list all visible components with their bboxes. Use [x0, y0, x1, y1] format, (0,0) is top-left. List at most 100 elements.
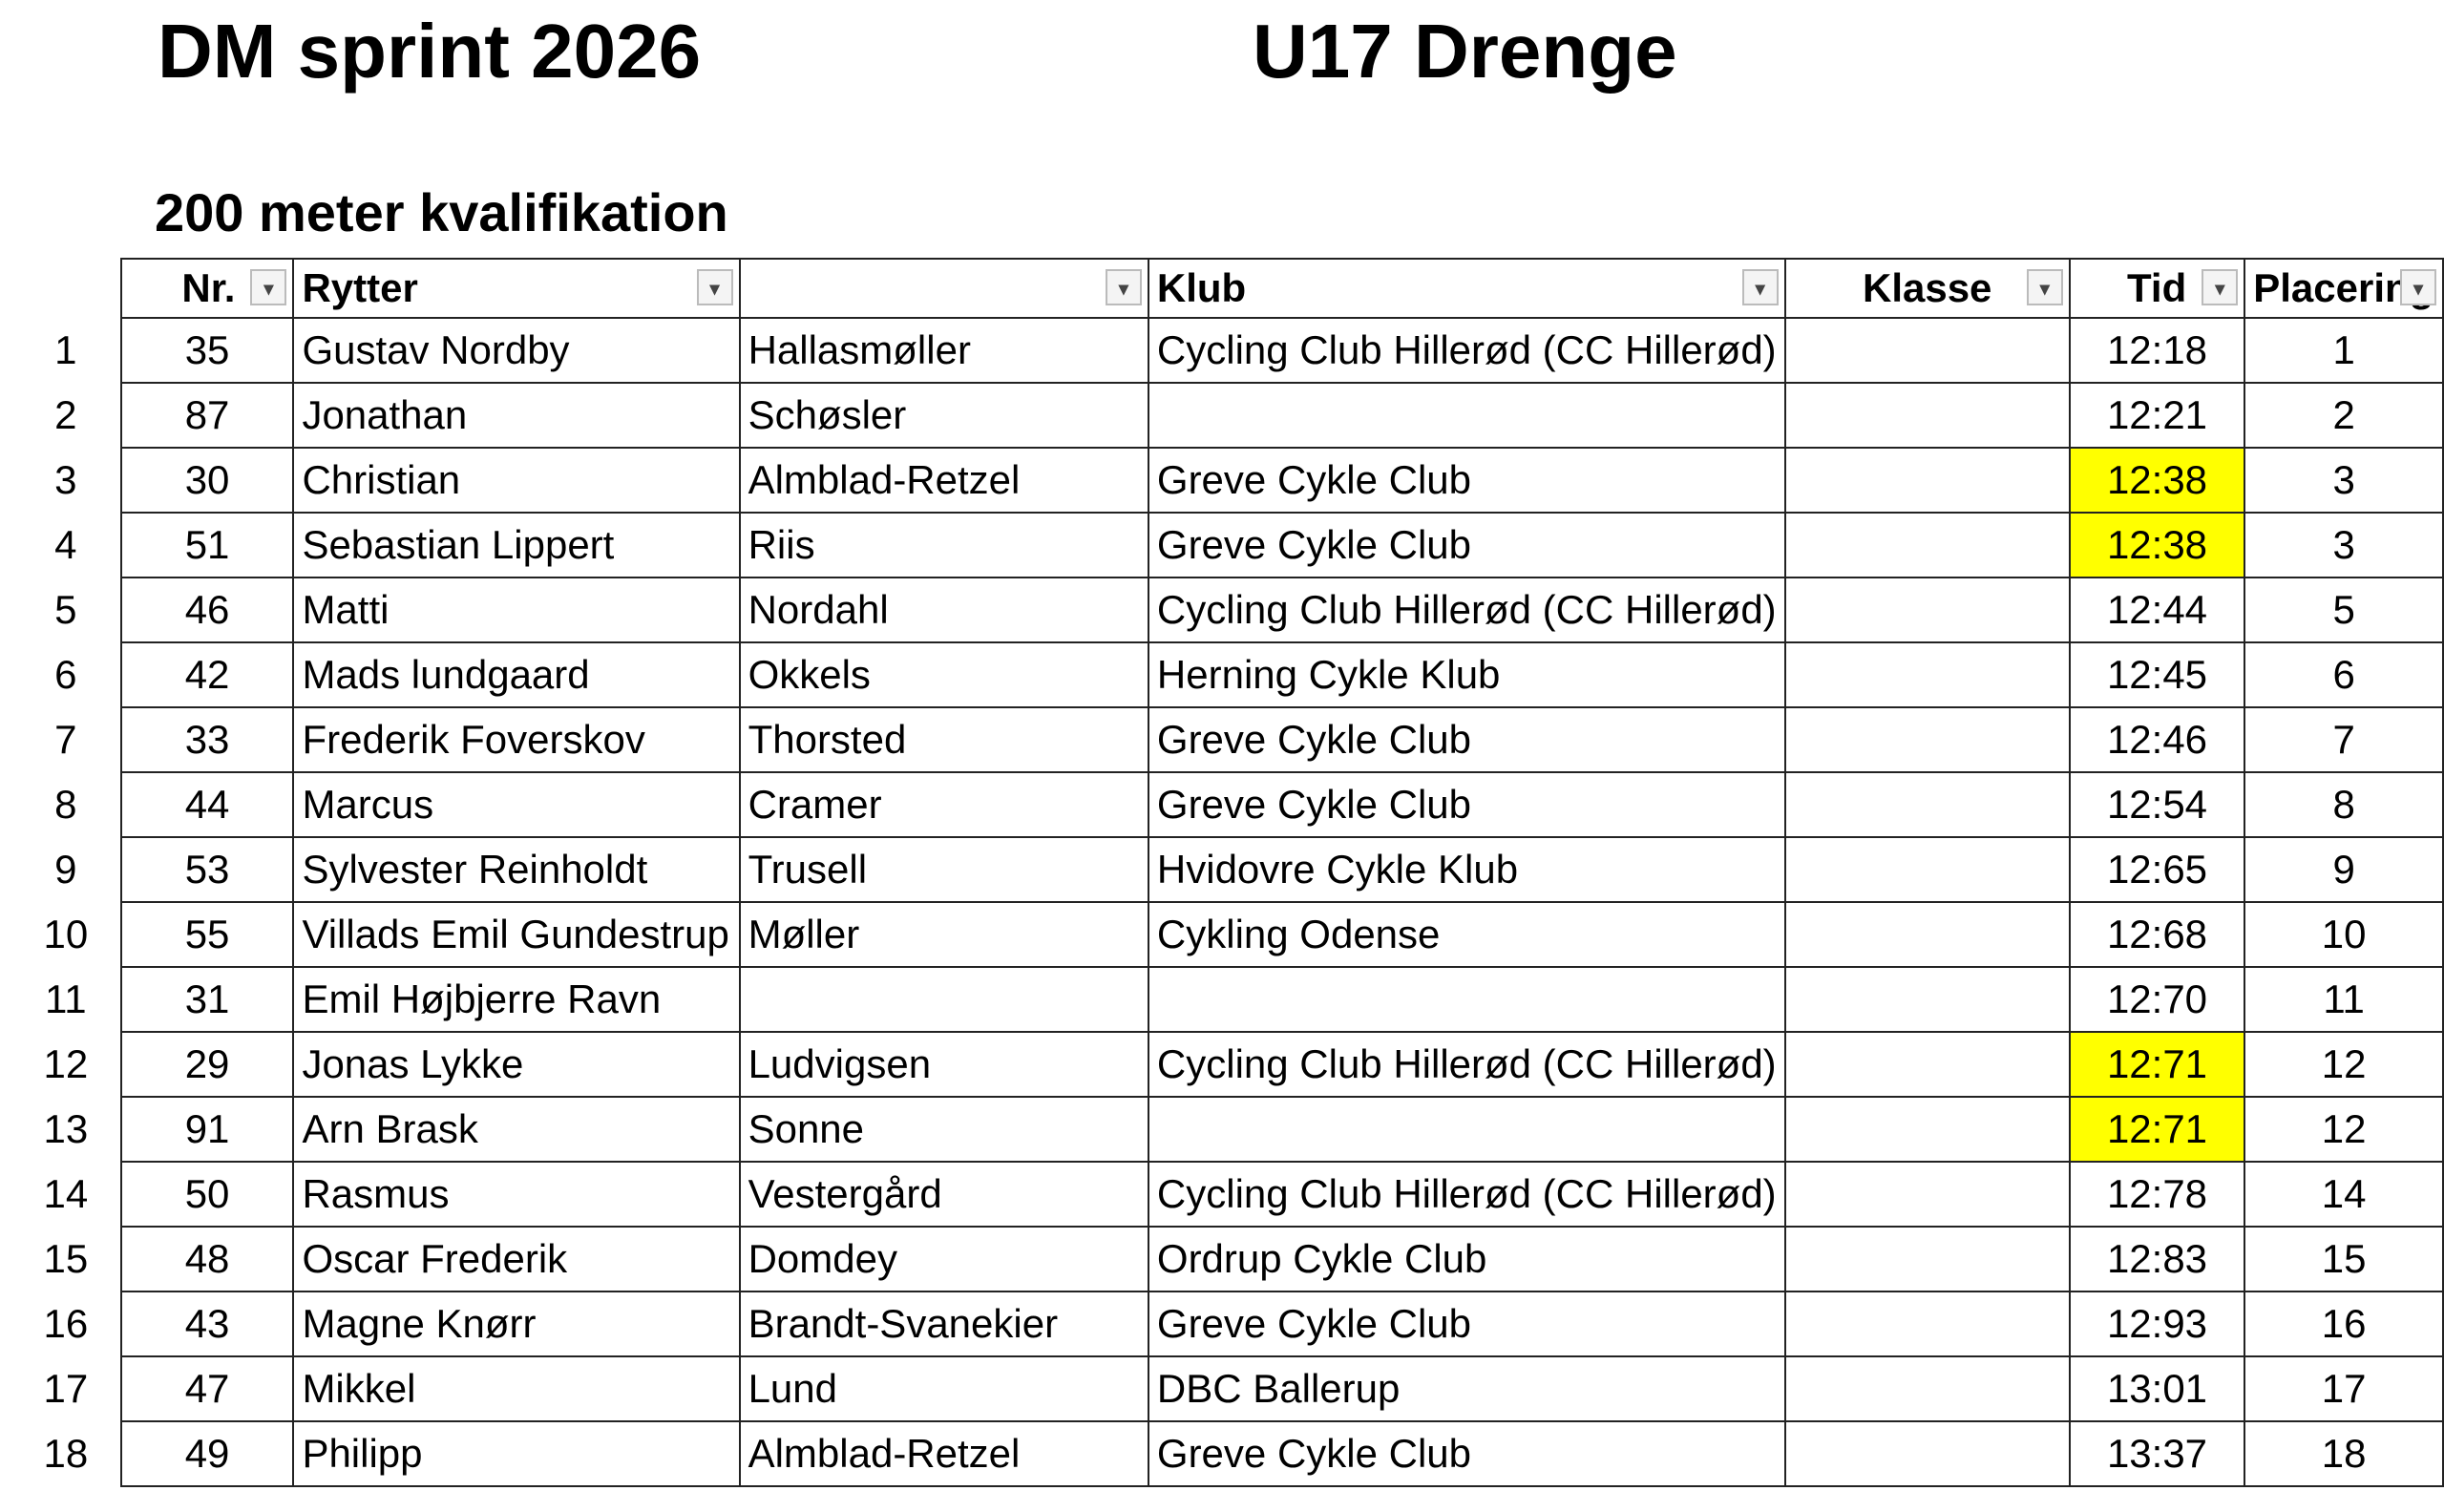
club: Cykling Odense [1147, 901, 1786, 968]
row-label: 11 [45, 976, 87, 1021]
first-name: Mikkel [292, 1355, 741, 1422]
nr: 35 [119, 317, 295, 384]
first-name: Jonas Lykke [292, 1031, 741, 1098]
row-label: 8 [54, 782, 77, 827]
time: 12:65 [2068, 836, 2246, 903]
placement: 16 [2244, 1291, 2444, 1357]
time: 12:93 [2068, 1291, 2246, 1357]
first-name: Matti [292, 577, 741, 643]
first-name: Mads lundgaard [292, 641, 741, 708]
club [1147, 382, 1786, 449]
column-header: Tid ▾ [2068, 258, 2246, 319]
placement: 11 [2244, 966, 2444, 1033]
first-name: Sebastian Lippert [292, 512, 741, 578]
last-name: Hallasmøller [738, 317, 1149, 384]
row: 18 49 Philipp Almblad-Retzel Greve Cykle Clu… [11, 1420, 2444, 1487]
row-label: 9 [54, 847, 77, 892]
nr: 31 [119, 966, 295, 1033]
row-label: 14 [43, 1171, 89, 1216]
column-header: Nr. ▾ [119, 258, 295, 319]
nr: 33 [119, 706, 295, 773]
row: 13 91 Arn Brask Sonne 12:71 12 [11, 1096, 2444, 1163]
time: 12:44 [2068, 577, 2246, 643]
class [1783, 706, 2071, 773]
first-name: Christian [292, 447, 741, 514]
placement: 8 [2244, 771, 2444, 838]
placement: 18 [2244, 1420, 2444, 1487]
class [1783, 447, 2071, 514]
club: Greve Cykle Club [1147, 706, 1786, 773]
class [1783, 1420, 2071, 1487]
first-name: Sylvester Reinholdt [292, 836, 741, 903]
column-header: ▾ [738, 258, 1149, 319]
filter-button[interactable]: ▾ [1105, 269, 1142, 305]
time: 13:01 [2068, 1355, 2246, 1422]
first-name: Rasmus [292, 1161, 741, 1228]
row: 11 31 Emil Højbjerre Ravn 12:70 11 [11, 966, 2444, 1033]
row-label: 6 [54, 652, 77, 697]
placement: 12 [2244, 1031, 2444, 1098]
row: 4 51 Sebastian Lippert Riis Greve Cykle Club… [11, 512, 2444, 578]
club: Cycling Club Hillerød (CC Hillerød) [1147, 317, 1786, 384]
class [1783, 1031, 2071, 1098]
row: 8 44 Marcus Cramer Greve Cykle Club 12:54 8 [11, 771, 2444, 838]
first-name: Frederik Foverskov [292, 706, 741, 773]
column-header: Klasse ▾ [1783, 258, 2071, 319]
nr: 44 [119, 771, 295, 838]
class [1783, 836, 2071, 903]
time: 12:38 [2068, 447, 2246, 514]
row-label: 3 [54, 457, 77, 502]
placement: 3 [2244, 512, 2444, 578]
column-header: Klub ▾ [1147, 258, 1786, 319]
row-label: 1 [54, 327, 77, 372]
first-name: Jonathan [292, 382, 741, 449]
filter-button[interactable]: ▾ [2400, 269, 2436, 305]
last-name: Cramer [738, 771, 1149, 838]
title: DM sprint 2026 [158, 9, 702, 94]
row-label: 16 [43, 1301, 89, 1346]
filter-button[interactable]: ▾ [2202, 269, 2239, 305]
row: 5 46 Matti Nordahl Cycling Club Hillerød (CC… [11, 577, 2444, 643]
time: 12:70 [2068, 966, 2246, 1033]
placement: 9 [2244, 836, 2444, 903]
nr: 91 [119, 1096, 295, 1163]
last-name: Almblad-Retzel [738, 1420, 1149, 1487]
last-name: Almblad-Retzel [738, 447, 1149, 514]
class [1783, 901, 2071, 968]
row: 17 47 Mikkel Lund DBC Ballerup 13:01 17 [11, 1355, 2444, 1422]
last-name: Domdey [738, 1226, 1149, 1292]
nr: 49 [119, 1420, 295, 1487]
time: 12:46 [2068, 706, 2246, 773]
nr: 43 [119, 1291, 295, 1357]
corner [11, 259, 121, 318]
class [1783, 1226, 2071, 1292]
row: 7 33 Frederik Foverskov Thorsted Greve Cykle… [11, 706, 2444, 773]
time: 12:71 [2068, 1096, 2246, 1163]
last-name: Vestergård [738, 1161, 1149, 1228]
last-name [738, 966, 1149, 1033]
column-header: Rytter ▾ [292, 258, 741, 319]
first-name: Arn Brask [292, 1096, 741, 1163]
filter-button[interactable]: ▾ [250, 269, 287, 305]
first-name: Emil Højbjerre Ravn [292, 966, 741, 1033]
club: Greve Cykle Club [1147, 1420, 1786, 1487]
nr: 53 [119, 836, 295, 903]
nr: 87 [119, 382, 295, 449]
filter-button[interactable]: ▾ [696, 269, 733, 305]
filter-button[interactable]: ▾ [2026, 269, 2063, 305]
row-label: 12 [43, 1041, 89, 1086]
placement: 12 [2244, 1096, 2444, 1163]
club: Greve Cykle Club [1147, 1291, 1786, 1357]
club: Ordrup Cykle Club [1147, 1226, 1786, 1292]
first-name: Gustav Nordby [292, 317, 741, 384]
column-header: Placering ▾ [2244, 258, 2444, 319]
last-name: Lund [738, 1355, 1149, 1422]
club [1147, 1096, 1786, 1163]
row-label: 7 [54, 717, 77, 762]
filter-button[interactable]: ▾ [1741, 269, 1779, 305]
club: Cycling Club Hillerød (CC Hillerød) [1147, 577, 1786, 643]
placement: 1 [2244, 317, 2444, 384]
last-name: Brandt-Svanekier [738, 1291, 1149, 1357]
row-label: 18 [43, 1431, 89, 1476]
